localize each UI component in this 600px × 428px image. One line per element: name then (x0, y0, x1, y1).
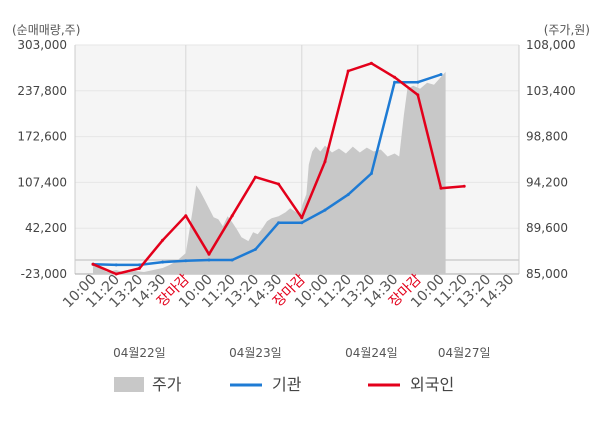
series-markers-layer (91, 61, 466, 276)
institution-data-point (253, 247, 257, 251)
institution-data-point (207, 258, 211, 262)
institution-data-point (137, 263, 141, 267)
institution-data-point (393, 80, 397, 84)
institution-data-point (230, 258, 234, 262)
foreign-data-point (439, 186, 443, 190)
institution-data-point (323, 208, 327, 212)
legend-swatch-price (114, 377, 144, 392)
price-area (93, 71, 446, 275)
foreign-data-point (253, 175, 257, 179)
date-label: 04월23일 (229, 346, 282, 360)
left-tick-label: 237,800 (17, 84, 67, 98)
left-tick-label: 303,000 (17, 38, 67, 52)
left-tick-label: 42,200 (25, 221, 67, 235)
foreign-data-point (416, 93, 420, 97)
institution-data-point (369, 172, 373, 175)
institution-data-point (439, 73, 443, 76)
foreign-data-point (184, 214, 188, 218)
foreign-data-point (393, 75, 397, 79)
right-tick-label: 108,000 (526, 38, 576, 52)
institution-data-point (300, 221, 304, 225)
legend: 주가 기관 외국인 (114, 375, 454, 394)
date-label: 04월24일 (345, 346, 398, 360)
foreign-data-point (114, 272, 118, 276)
institution-data-point (161, 260, 165, 264)
institution-data-point (346, 193, 350, 197)
foreign-data-point (462, 184, 466, 188)
institution-data-point (114, 263, 118, 267)
right-tick-label: 94,200 (526, 175, 568, 189)
left-axis-ticks: 303,000 237,800 172,600 107,400 42,200 -23,00… (17, 38, 67, 281)
left-tick-label: -23,000 (21, 267, 67, 281)
foreign-data-point (207, 252, 211, 256)
foreign-data-point (161, 238, 165, 242)
foreign-data-point (277, 182, 281, 186)
foreign-data-point (346, 69, 350, 73)
foreign-data-point (137, 266, 141, 270)
institution-data-point (416, 80, 420, 84)
foreign-data-point (91, 262, 95, 266)
right-tick-label: 103,400 (526, 84, 576, 98)
date-label: 04월27일 (438, 346, 491, 360)
left-axis-label: (순매매량,주) (12, 23, 80, 37)
left-tick-label: 172,600 (17, 130, 67, 144)
institution-data-point (184, 259, 188, 263)
foreign-data-point (300, 216, 304, 220)
right-axis-ticks: 108,000 103,400 98,800 94,200 89,600 85,000 (526, 38, 576, 281)
right-tick-label: 89,600 (526, 221, 568, 235)
institution-series-line (91, 73, 443, 267)
foreign-data-point (230, 214, 234, 218)
right-axis-label: (주가,원) (544, 23, 590, 37)
price-area-layer (93, 71, 446, 275)
institution-data-point (277, 221, 281, 225)
foreign-data-point (369, 61, 373, 65)
right-tick-label: 85,000 (526, 267, 568, 281)
left-tick-label: 107,400 (17, 175, 67, 189)
date-labels: 04월22일 04월23일 04월24일 04월27일 (113, 346, 490, 360)
legend-label-price: 주가 (152, 375, 182, 394)
legend-label-foreign: 외국인 (410, 375, 454, 394)
legend-label-institution: 기관 (272, 375, 302, 394)
right-tick-label: 98,800 (526, 130, 568, 144)
date-label: 04월22일 (113, 346, 166, 360)
foreign-data-point (323, 160, 327, 164)
